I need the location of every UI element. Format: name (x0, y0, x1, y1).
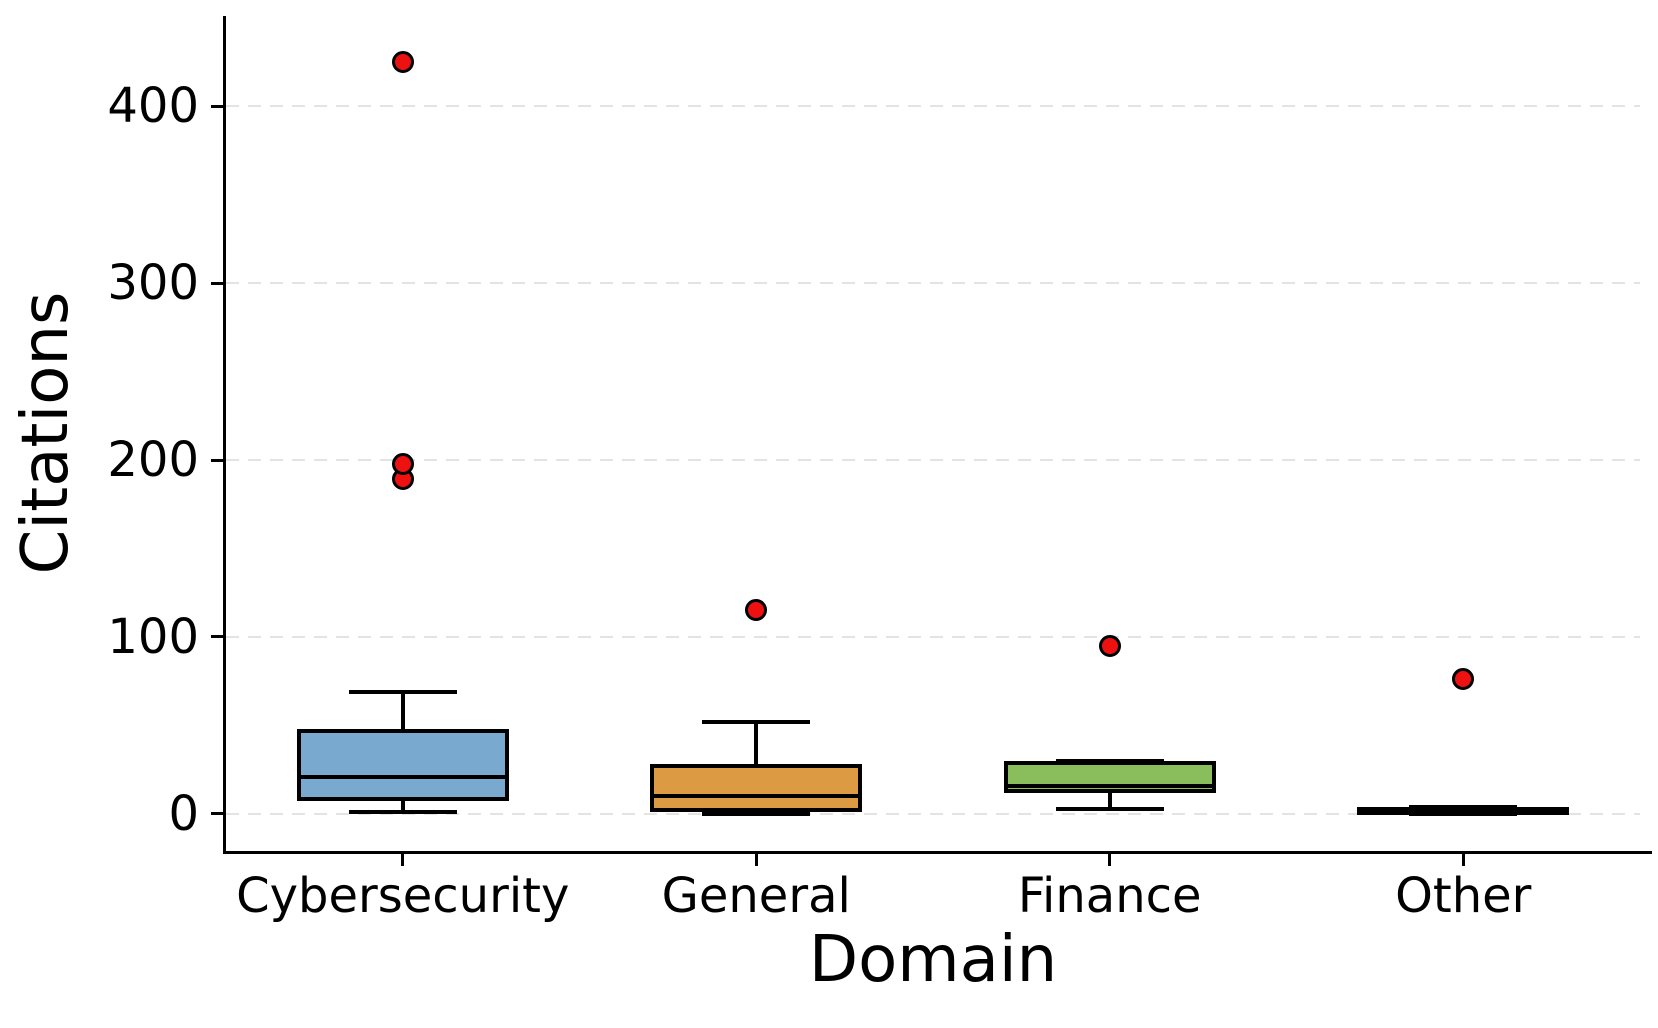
y-tick-mark (211, 635, 223, 639)
box-cybersecurity (296, 728, 509, 802)
x-axis-label: Domain (808, 923, 1058, 997)
y-gridline-200 (226, 459, 1640, 462)
outlier-point-cybersecurity (391, 50, 414, 73)
x-tick-mark (754, 854, 758, 866)
whisker-lower-finance (1107, 792, 1112, 809)
outlier-point-finance (1098, 634, 1121, 657)
whisker-cap-lower-general (702, 811, 811, 816)
median-line-finance (1003, 783, 1216, 788)
median-line-cybersecurity (296, 774, 509, 779)
whisker-upper-general (754, 721, 759, 765)
box-general (650, 764, 863, 813)
y-tick-label: 100 (107, 608, 199, 665)
category-label-general: General (661, 868, 851, 924)
y-gridline-300 (226, 282, 1640, 285)
whisker-cap-upper-general (702, 719, 811, 724)
y-gridline-400 (226, 105, 1640, 108)
outlier-point-other (1452, 668, 1475, 691)
category-label-cybersecurity: Cybersecurity (236, 868, 570, 924)
whisker-cap-upper-cybersecurity (348, 689, 457, 694)
y-tick-label: 300 (107, 255, 199, 312)
left-spine (223, 16, 226, 854)
y-tick-mark (211, 812, 223, 816)
median-line-other (1357, 808, 1570, 813)
category-label-finance: Finance (1017, 868, 1202, 924)
y-axis-label: Citations (8, 291, 83, 575)
y-gridline-0 (226, 812, 1640, 815)
y-tick-label: 400 (107, 78, 199, 135)
y-tick-label: 0 (168, 785, 199, 842)
outlier-point-general (745, 599, 768, 622)
x-tick-mark (401, 854, 405, 866)
whisker-cap-lower-cybersecurity (348, 810, 457, 815)
y-tick-mark (211, 458, 223, 462)
y-tick-mark (211, 104, 223, 108)
bottom-spine (223, 851, 1652, 854)
box-finance (1003, 760, 1216, 793)
y-tick-mark (211, 281, 223, 285)
x-tick-mark (1108, 854, 1112, 866)
whisker-lower-cybersecurity (400, 801, 405, 813)
y-tick-label: 200 (107, 432, 199, 489)
x-tick-mark (1461, 854, 1465, 866)
y-gridline-100 (226, 635, 1640, 638)
median-line-general (650, 794, 863, 799)
whisker-upper-cybersecurity (400, 691, 405, 729)
category-label-other: Other (1395, 868, 1532, 924)
whisker-cap-lower-finance (1055, 806, 1164, 811)
outlier-point-cybersecurity (391, 452, 414, 475)
